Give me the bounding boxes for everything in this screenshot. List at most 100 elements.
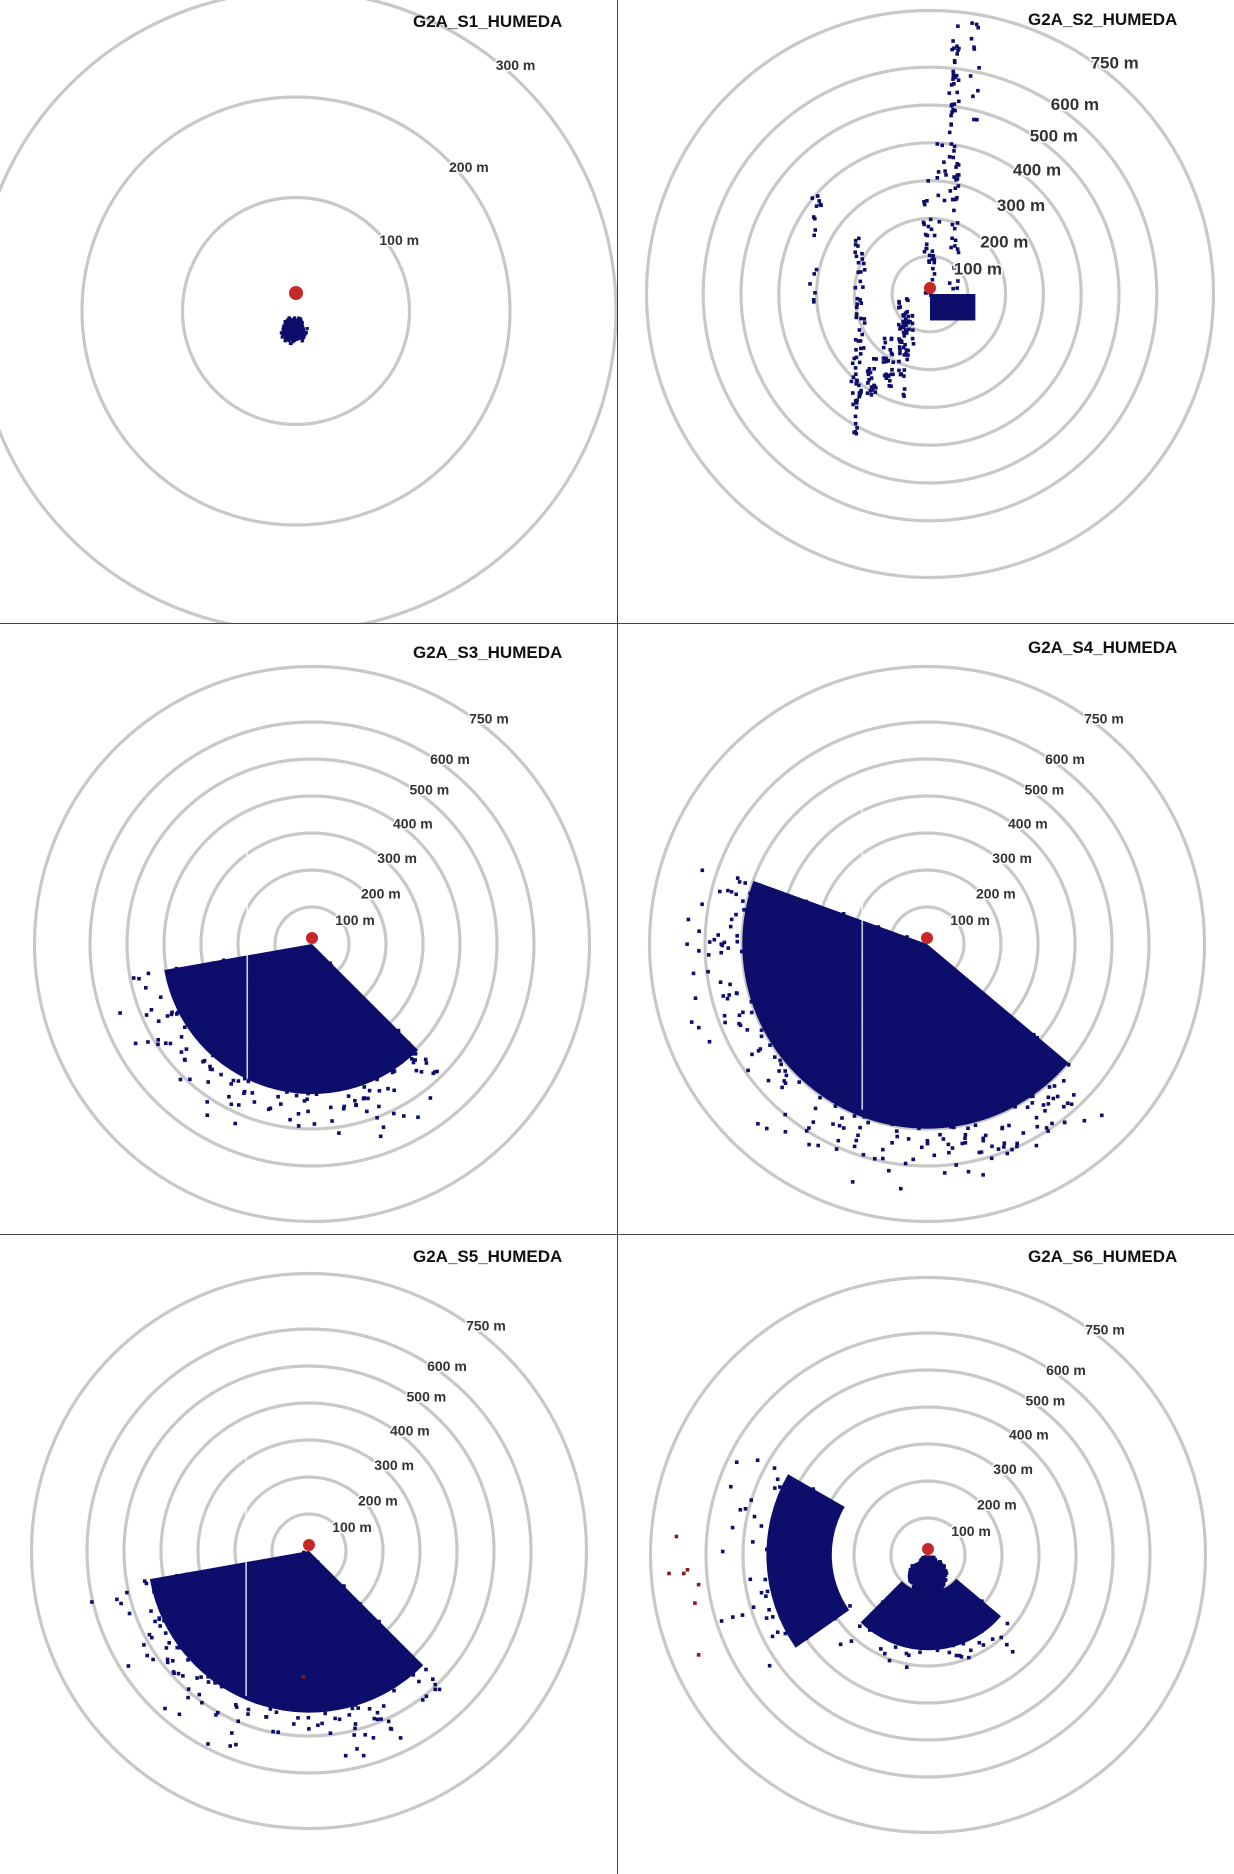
data-point (759, 1028, 764, 1033)
data-point (282, 1062, 286, 1067)
data-point (337, 1022, 342, 1027)
data-point (294, 319, 298, 323)
data-point (831, 1004, 835, 1009)
data-point (241, 1023, 246, 1027)
data-point (288, 341, 292, 345)
data-point (777, 1505, 782, 1510)
data-point (233, 1652, 237, 1657)
data-point (955, 1622, 959, 1627)
data-point (414, 1068, 419, 1073)
data-point (697, 929, 701, 933)
ring-distance-label: 200 m (358, 1493, 398, 1509)
data-point (915, 1100, 920, 1105)
data-point (967, 1050, 972, 1054)
data-point (858, 1125, 862, 1130)
data-point (253, 1005, 258, 1010)
data-point (764, 1616, 769, 1620)
data-point (904, 1651, 909, 1656)
data-point (309, 1574, 313, 1578)
data-point (347, 1627, 352, 1632)
data-point (902, 1062, 907, 1067)
data-point (835, 992, 839, 997)
data-point (185, 991, 190, 995)
data-point (337, 1131, 341, 1135)
data-point (1013, 1047, 1018, 1051)
data-point (894, 1039, 899, 1044)
data-point (970, 1004, 975, 1009)
data-point (345, 1600, 349, 1605)
data-point (254, 1699, 259, 1704)
data-point (799, 1007, 804, 1011)
data-point (197, 1692, 202, 1697)
data-point (757, 1000, 762, 1005)
data-point (1044, 1126, 1049, 1130)
data-point (943, 1569, 948, 1573)
ring-distance-label: 750 m (1084, 711, 1124, 727)
data-point (247, 1575, 251, 1580)
data-point (241, 969, 245, 974)
data-point (258, 980, 263, 984)
data-point (814, 267, 819, 272)
origin-marker-icon (306, 932, 318, 944)
data-point (924, 242, 929, 246)
data-point (230, 1652, 235, 1657)
data-point (949, 1000, 953, 1005)
data-point (301, 1588, 306, 1592)
data-point (280, 1642, 284, 1647)
data-point (232, 1633, 237, 1638)
data-point (874, 1091, 879, 1096)
data-point (395, 1680, 399, 1685)
data-point (351, 1702, 356, 1707)
data-point (341, 1699, 346, 1704)
data-point (218, 1677, 223, 1681)
data-point (347, 1713, 352, 1717)
data-point (764, 1594, 768, 1598)
data-point (791, 947, 796, 952)
data-point (312, 1030, 316, 1035)
data-point (783, 1069, 787, 1073)
data-point (321, 1036, 326, 1040)
data-point (919, 1118, 923, 1123)
data-point (813, 1106, 818, 1111)
data-point (884, 376, 889, 380)
data-point (904, 1092, 909, 1097)
data-point (300, 337, 304, 341)
data-point (261, 1684, 266, 1689)
data-point (722, 1013, 727, 1018)
outlier-point (696, 1653, 701, 1657)
data-point (951, 69, 955, 74)
data-point (722, 940, 727, 945)
data-point (352, 1733, 356, 1737)
data-point (223, 977, 228, 982)
data-point (841, 986, 846, 991)
data-point (211, 1655, 216, 1660)
data-point (222, 1621, 227, 1625)
origin-marker-icon (303, 1539, 315, 1551)
data-point (949, 1048, 954, 1053)
data-point (935, 1648, 940, 1653)
data-point (344, 1699, 349, 1703)
data-point (735, 991, 739, 996)
data-point (794, 1066, 798, 1070)
data-point (955, 44, 959, 49)
data-point (976, 25, 980, 30)
data-point (955, 162, 959, 166)
data-point (254, 1049, 258, 1054)
point-cluster (860, 1578, 1001, 1651)
data-point (793, 991, 798, 996)
data-point (304, 1684, 308, 1688)
data-point (197, 978, 202, 982)
data-point (201, 1640, 206, 1644)
data-point (186, 1018, 190, 1023)
data-point (970, 984, 974, 989)
data-point (289, 1688, 294, 1693)
data-point (433, 1687, 437, 1692)
data-point (330, 1119, 334, 1123)
data-point (259, 1625, 263, 1630)
data-point (278, 977, 283, 981)
data-point (296, 1604, 300, 1608)
range-ring (80, 95, 512, 527)
data-point (276, 1062, 280, 1066)
data-point (230, 1684, 235, 1688)
data-point (988, 1610, 992, 1615)
